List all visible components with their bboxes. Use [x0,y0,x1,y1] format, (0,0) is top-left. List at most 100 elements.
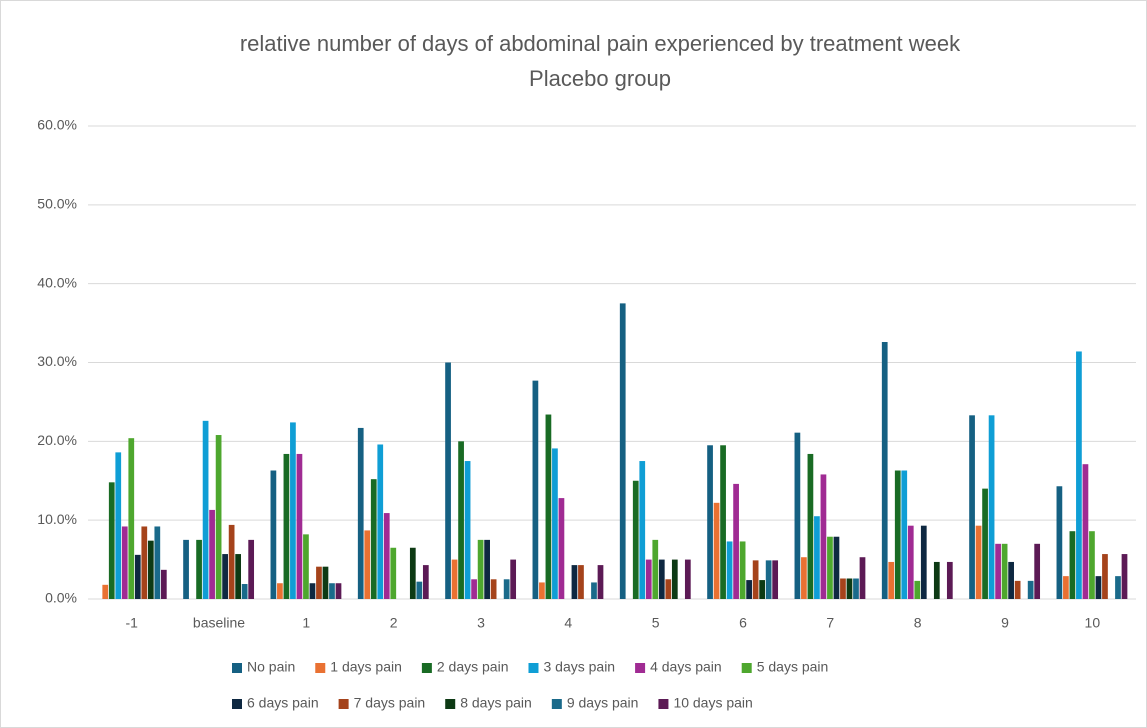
x-tick-label: 7 [826,615,834,631]
legend-swatch [232,699,242,709]
bar [707,445,713,599]
y-tick-label: 50.0% [37,196,77,212]
bar [1095,576,1102,599]
bar [591,582,597,599]
legend-swatch [551,699,562,709]
legend-label: 5 days pain [757,659,829,675]
bar [228,524,235,599]
bar [248,539,255,599]
bar [1069,531,1076,599]
bar [765,560,772,599]
chart-title: relative number of days of abdominal pai… [240,31,961,56]
chart-subtitle: Placebo group [529,66,671,91]
bar [807,453,814,599]
bar [853,578,859,599]
bar [814,516,820,599]
bar [196,539,202,599]
bar [982,488,988,599]
bar [335,583,342,599]
x-tick-label: 2 [390,615,398,631]
x-tick-label: 10 [1085,615,1101,631]
legend-label: 2 days pain [437,659,509,675]
legend-label: 3 days pain [543,659,615,675]
bar [901,470,908,599]
legend-swatch [741,663,752,673]
bar [652,539,659,599]
bar [597,565,604,599]
bar [202,420,209,599]
x-tick-label: 4 [564,615,572,631]
bar [746,580,752,599]
bar [840,578,846,599]
bar [894,470,901,599]
bar [639,461,646,599]
bar [859,557,866,599]
bar [827,536,833,599]
bar [671,559,678,599]
bar [141,526,148,599]
legend-swatch [658,699,669,709]
bar [946,561,953,599]
legend-swatch [635,663,646,673]
legend-swatch [315,663,326,673]
bar [416,581,423,599]
bar [1121,554,1128,599]
x-tick-label: -1 [125,615,138,631]
x-tick-label: 3 [477,615,485,631]
bar [303,534,309,599]
bar [364,530,371,599]
bar [801,557,807,599]
bar [390,547,397,599]
bar [794,432,801,599]
legend-label: 6 days pain [247,695,319,711]
legend-swatch [421,663,432,673]
bar [1008,561,1014,599]
bar [552,448,558,599]
bar [720,445,726,599]
bar [1063,576,1069,599]
bar [632,480,639,599]
bar [726,541,733,599]
bar [134,554,141,599]
y-tick-label: 40.0% [37,274,77,290]
bar [888,561,895,599]
bar [409,547,416,599]
bar [772,560,779,599]
bar [907,525,914,599]
legend-swatch [232,663,242,673]
bar [102,584,109,599]
bar [619,303,626,599]
bar [1056,486,1063,599]
x-tick-label: 5 [652,615,660,631]
x-tick-label: 6 [739,615,747,631]
bar [752,560,759,599]
y-tick-label: 10.0% [37,511,77,527]
bar [969,415,975,599]
x-tick-label: 8 [914,615,922,631]
bar [329,583,335,599]
legend-swatch [445,699,456,709]
legend-label: No pain [247,659,295,675]
bar [477,539,484,599]
bar [1001,543,1008,599]
x-tick-label: 9 [1001,615,1009,631]
bar [215,435,222,599]
bar [733,483,739,599]
bar [739,541,746,599]
bar [270,470,277,599]
bar [370,479,377,599]
bar [545,414,552,599]
bar [713,502,720,599]
bar [1115,576,1121,599]
bar [147,540,154,599]
legend-label: 10 days pain [673,695,752,711]
bar [833,536,840,599]
bar [128,438,135,599]
bar [115,452,122,599]
bar [510,559,517,599]
bar [322,566,329,599]
legend-label: 1 days pain [330,659,402,675]
bar [759,580,766,599]
bar [290,422,296,599]
